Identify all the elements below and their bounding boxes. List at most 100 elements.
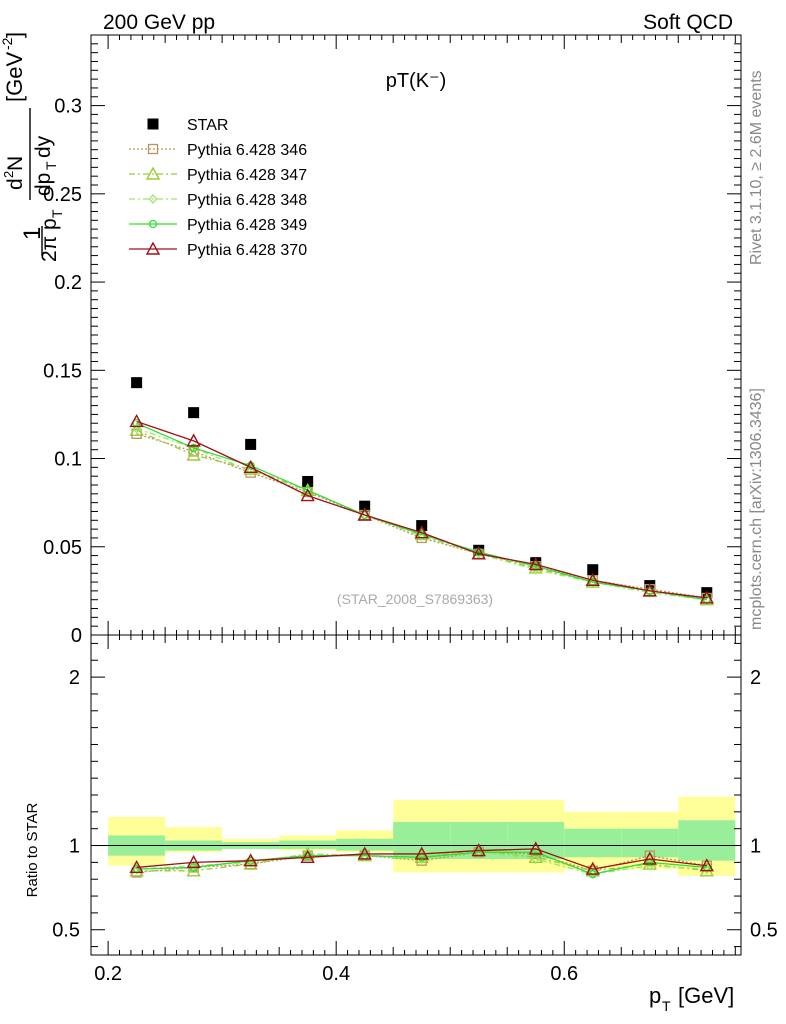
- legend-label: Pythia 6.428 370: [187, 242, 307, 259]
- ratio-point: [528, 841, 543, 855]
- y-tick-label: 0.3: [54, 96, 82, 118]
- y-tick-label: 0: [71, 625, 82, 647]
- y-tick-label: 0.15: [43, 360, 82, 382]
- band-inner: [564, 828, 622, 858]
- svg-text:[GeV]: [GeV]: [678, 983, 734, 1008]
- band-inner: [336, 838, 394, 851]
- plot-title: pT(K⁻): [386, 70, 447, 92]
- y-tick-label: 0.05: [43, 537, 82, 559]
- series-4: [132, 419, 711, 604]
- svg-text:T: T: [43, 161, 59, 170]
- data-point: [186, 447, 201, 461]
- ratio-line: [136, 851, 707, 875]
- series-3: [132, 423, 712, 605]
- y-tick-label: 0.25: [43, 184, 82, 206]
- ratio-point: [186, 863, 201, 877]
- x-axis-label: p T [GeV]: [649, 983, 734, 1014]
- series-line: [136, 420, 707, 599]
- legend-label: Pythia 6.428 349: [187, 217, 307, 234]
- svg-text:T: T: [662, 998, 671, 1014]
- ratio-point: [585, 861, 600, 875]
- data-point: [357, 507, 372, 521]
- ratio-point: [300, 849, 315, 864]
- svg-text:2: 2: [1, 171, 16, 178]
- data-point: [246, 465, 256, 476]
- series-line: [136, 427, 707, 601]
- legend-label: Pythia 6.428 347: [187, 167, 307, 184]
- x-tick-label: 0.6: [550, 963, 578, 985]
- ratio-series-group: [129, 841, 714, 880]
- svg-text:[GeV: [GeV: [2, 52, 27, 102]
- data-point: [132, 423, 141, 434]
- svg-text:-2: -2: [0, 37, 15, 50]
- svg-text:]: ]: [2, 32, 27, 38]
- svg-text:p: p: [649, 983, 661, 1008]
- series-line: [136, 433, 707, 599]
- legend-label: STAR: [187, 117, 228, 134]
- ratio-y-tick-label: 1: [69, 836, 80, 858]
- ratio-y-tick-label-right: 2: [750, 667, 761, 689]
- ratio-y-tick-label: 2: [69, 667, 80, 689]
- ratio-point: [642, 851, 657, 865]
- analysis-watermark: (STAR_2008_S7869363): [337, 591, 493, 607]
- ratio-series-4: [129, 841, 714, 875]
- ratio-point: [471, 843, 486, 857]
- axes-ticks: 0.2 0.4 0.6 0 0.05 0.1 0.15 0.2 0.25 0.3 0.5 0.5 1 1 2…: [43, 34, 778, 985]
- header-right: Soft QCD: [643, 11, 733, 34]
- ratio-y-axis-label: Ratio to STAR: [24, 802, 41, 897]
- data-point: [302, 475, 314, 487]
- ratio-line: [136, 848, 707, 870]
- data-point: [131, 377, 143, 389]
- ratio-plot-frame: [90, 634, 742, 956]
- main-y-axis-label: 1 2π p T d 2 N dp T dy [GeV -2 ]: [0, 32, 65, 262]
- legend-marker: [147, 143, 159, 155]
- data-point: [189, 443, 198, 453]
- legend-marker: [148, 194, 158, 204]
- y-tick-label: 0.1: [54, 449, 82, 471]
- data-point: [243, 459, 258, 474]
- ratio-point: [699, 858, 714, 872]
- data-point: [359, 500, 371, 512]
- legend-marker: [148, 219, 158, 229]
- main-series-group: [129, 377, 714, 606]
- legend-entry: Pythia 6.428 370: [129, 241, 307, 259]
- legend-marker: [145, 166, 161, 180]
- svg-text:1: 1: [19, 227, 46, 240]
- y-tick-label: 0.2: [54, 272, 82, 294]
- legend-marker: [145, 241, 161, 255]
- legend-entry: Pythia 6.428 349: [129, 217, 307, 234]
- band-inner: [678, 820, 736, 861]
- ratio-point: [531, 854, 541, 864]
- svg-text:N: N: [4, 156, 27, 171]
- data-point: [642, 583, 657, 597]
- svg-text:T: T: [49, 209, 65, 218]
- svg-text:d: d: [4, 178, 27, 190]
- series-line: [136, 429, 707, 601]
- data-point: [129, 414, 144, 428]
- ratio-y-tick-label: 0.5: [52, 920, 80, 942]
- data-point: [300, 488, 315, 502]
- svg-text:dy: dy: [32, 135, 55, 158]
- data-point: [188, 407, 200, 419]
- mcplots-source-text: mcplots.cern.ch [arXiv:1306.3436]: [748, 388, 765, 630]
- legend-marker: [147, 118, 159, 130]
- series-line: [136, 422, 707, 601]
- ratio-point: [357, 846, 372, 860]
- data-point: [587, 564, 599, 576]
- rivet-version-text: Rivet 3.1.10, ≥ 2.6M events: [748, 70, 765, 265]
- data-point: [699, 590, 714, 604]
- band-inner: [279, 840, 337, 849]
- data-point: [186, 433, 201, 447]
- data-point: [188, 446, 199, 457]
- data-point: [414, 525, 429, 539]
- header-left: 200 GeV pp: [103, 11, 215, 34]
- x-tick-label: 0.4: [322, 963, 350, 985]
- ratio-point: [585, 863, 600, 877]
- series-0: [131, 377, 713, 599]
- ratio-point: [414, 846, 429, 860]
- ratio-line: [136, 851, 707, 875]
- legend-entry: STAR: [147, 117, 228, 134]
- ratio-y-tick-label-right: 0.5: [750, 920, 778, 942]
- data-point: [528, 556, 543, 571]
